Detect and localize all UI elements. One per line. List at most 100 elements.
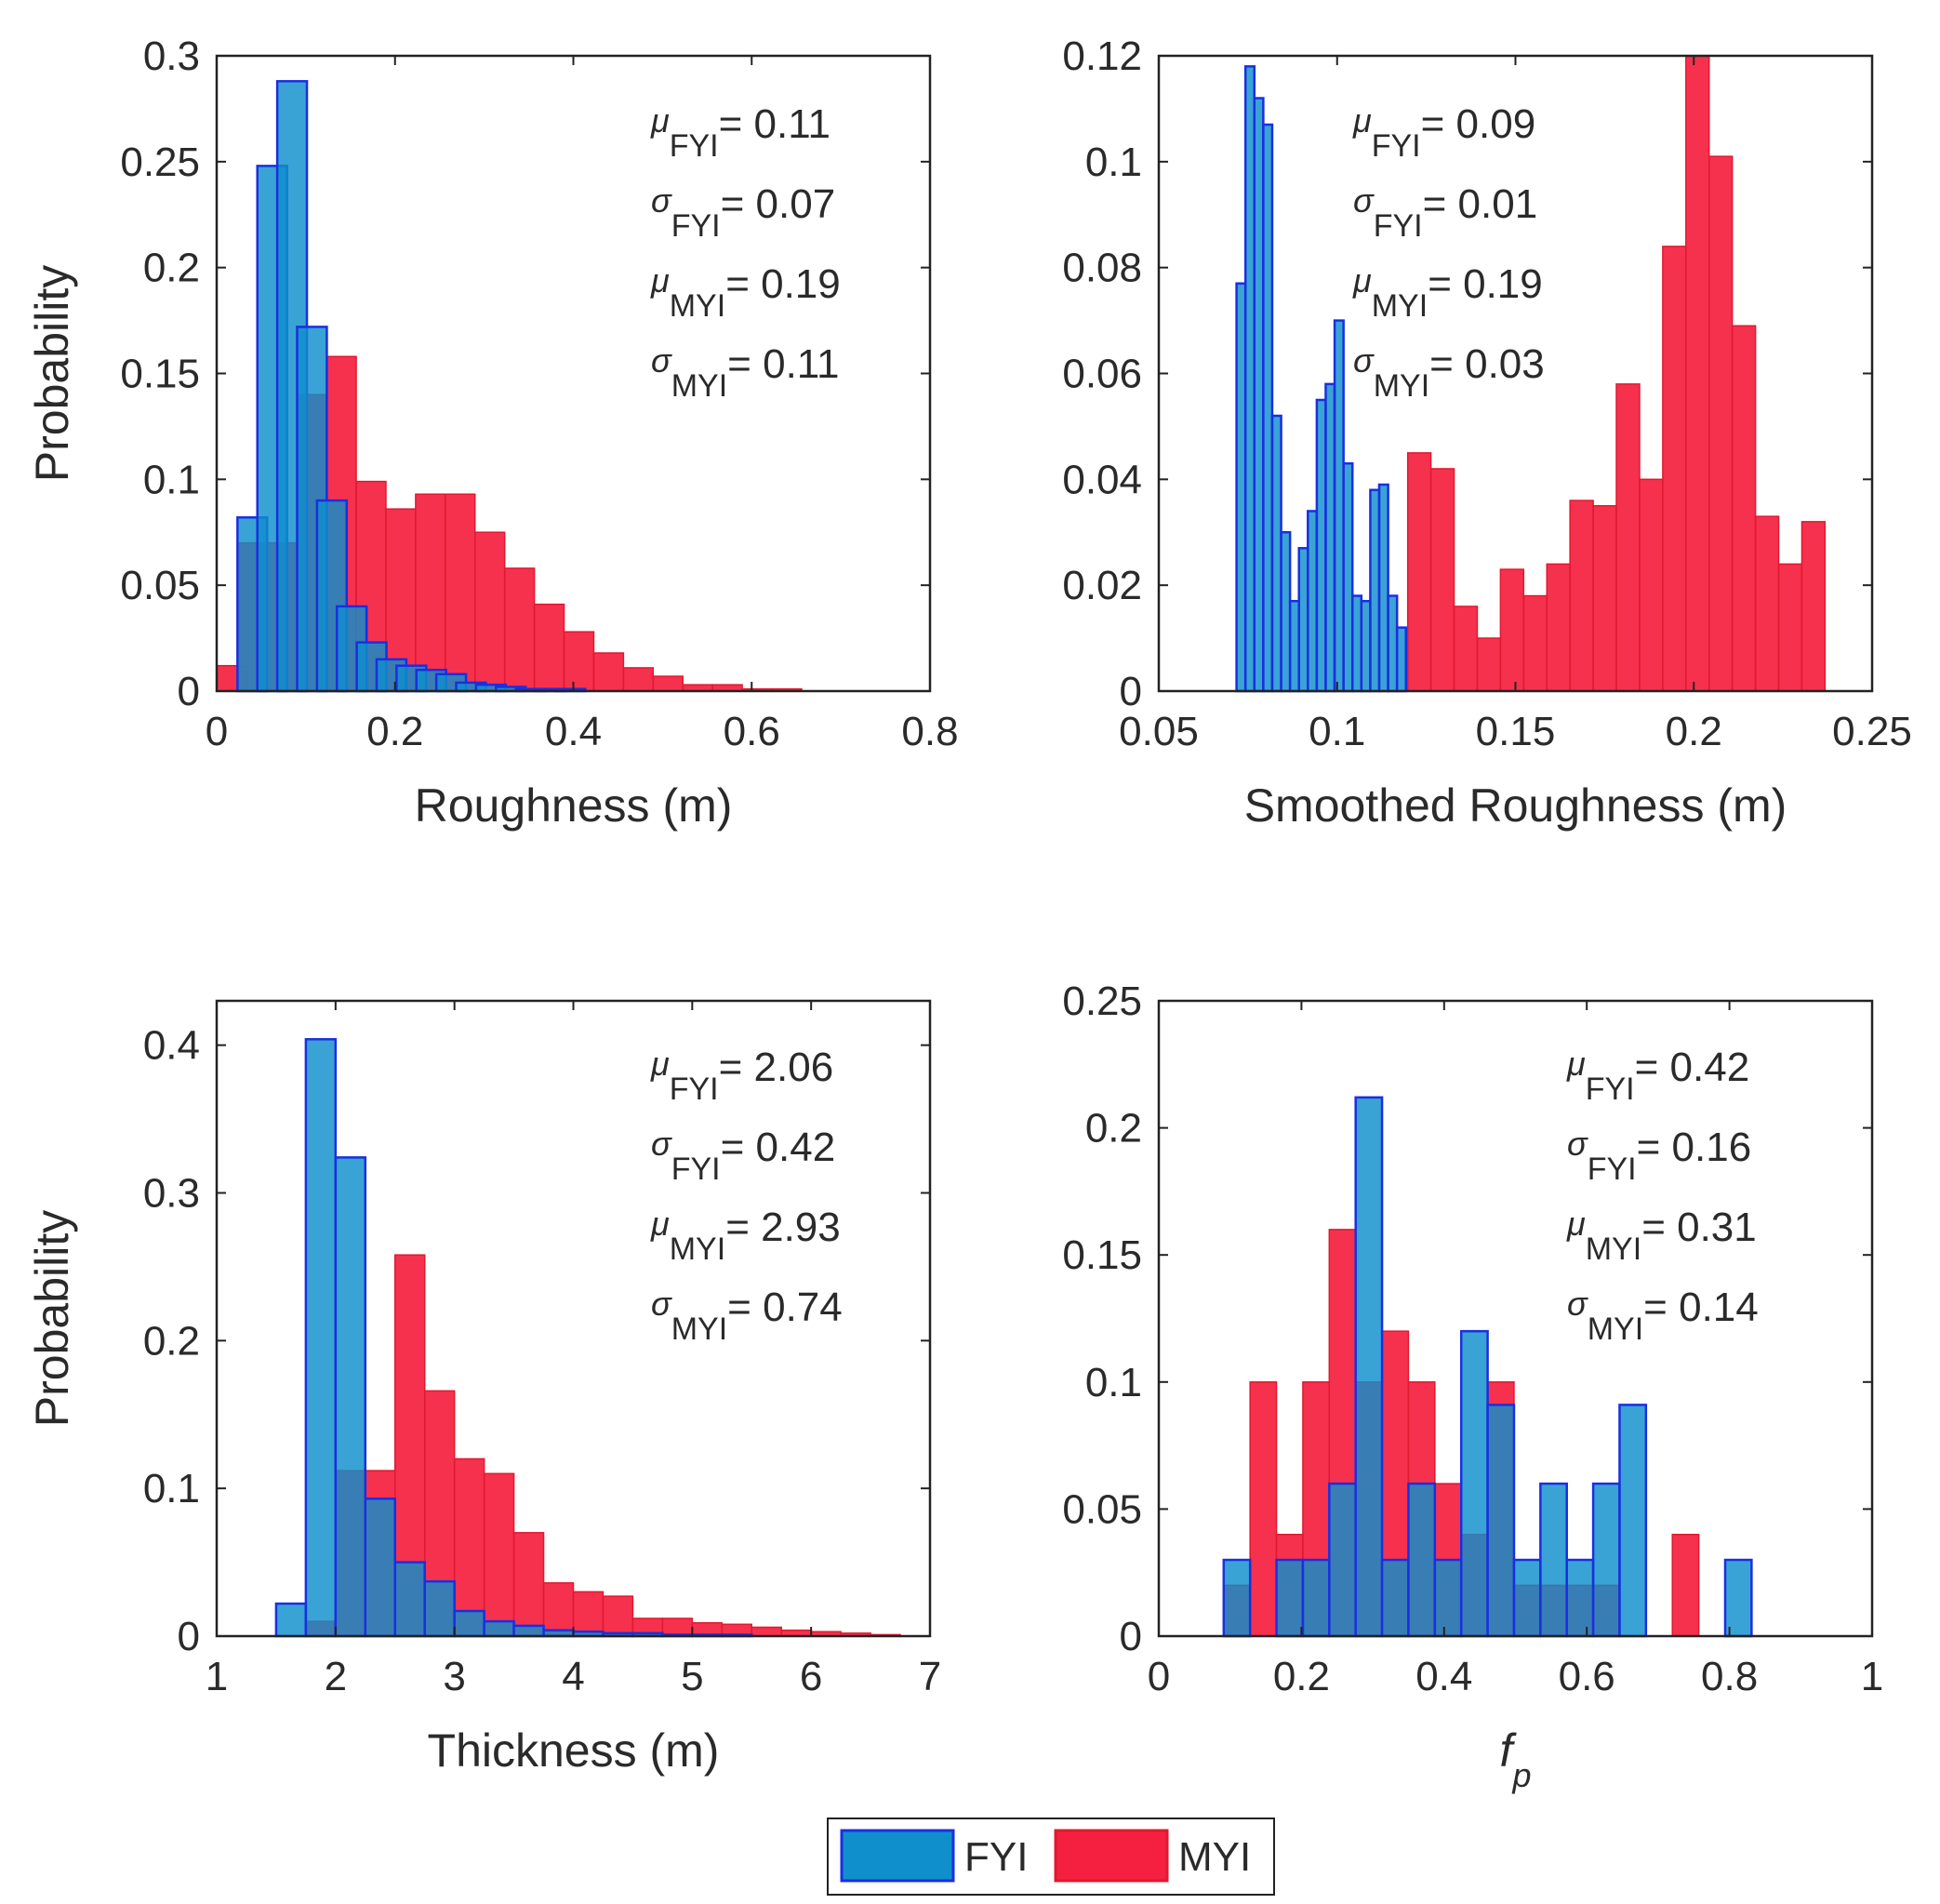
bar-fyi-fp-5 [1354, 1096, 1384, 1638]
bar-myi-roughness-14 [622, 667, 655, 692]
bar-fyi-fp-3 [1301, 1558, 1331, 1638]
y-tick-label: 0.3 [143, 33, 200, 79]
bar-fyi-fp-10 [1486, 1404, 1516, 1638]
legend-label-myi: MYI [1178, 1834, 1251, 1880]
y-tick-label: 0.04 [1062, 457, 1142, 502]
y-tick-label: 0.15 [120, 352, 200, 397]
x-axis-label: fp [1500, 1724, 1532, 1794]
bar-fyi-smoothed-12 [1342, 462, 1354, 693]
y-tick-label: 0.2 [1085, 1106, 1142, 1152]
axes-frame [1157, 999, 1874, 1638]
stat-std-fyi: σFYI= 0.42 [651, 1125, 835, 1187]
y-tick-label: 0.06 [1062, 352, 1142, 397]
bar-myi-smoothed-16 [1777, 563, 1803, 692]
y-axis-label: Probability [26, 1210, 78, 1427]
y-tick-label: 0.12 [1062, 33, 1142, 79]
bar-myi-thickness-11 [602, 1595, 634, 1637]
bar-myi-smoothed-7 [1569, 499, 1594, 692]
x-tick-label: 3 [443, 1654, 465, 1699]
bar-myi-roughness-11 [533, 603, 565, 692]
bar-myi-roughness-10 [503, 567, 536, 692]
bar-fyi-smoothed-6 [1288, 599, 1300, 693]
bar-fyi-smoothed-2 [1253, 97, 1265, 693]
y-tick-label: 0 [178, 1614, 200, 1659]
legend: FYI MYI [827, 1817, 1275, 1896]
bar-myi-smoothed-1 [1429, 468, 1455, 692]
stat-std-myi: σMYI= 0.03 [1353, 341, 1545, 404]
bar-fyi-smoothed-1 [1243, 65, 1256, 693]
bar-myi-smoothed-11 [1662, 246, 1687, 692]
plot-area [1159, 1001, 1872, 1636]
x-tick-label: 2 [325, 1654, 347, 1699]
bar-fyi-smoothed-0 [1235, 282, 1247, 693]
y-tick-label: 0.2 [143, 1318, 200, 1364]
x-tick-label: 1 [1861, 1654, 1883, 1699]
bar-fyi-fp-7 [1407, 1482, 1437, 1638]
bar-fyi-smoothed-9 [1315, 398, 1327, 693]
x-tick-label: 5 [681, 1654, 703, 1699]
bar-myi-smoothed-17 [1800, 521, 1827, 692]
bar-fyi-smoothed-17 [1387, 594, 1399, 693]
x-axis-label: Roughness (m) [415, 779, 733, 832]
bar-fyi-fp-11 [1512, 1558, 1542, 1638]
bar-fyi-thickness-1 [304, 1038, 338, 1638]
legend-swatch-fyi [840, 1829, 955, 1883]
bar-myi-thickness-13 [661, 1618, 694, 1637]
bar-fyi-thickness-6 [453, 1609, 485, 1638]
bar-fyi-fp-12 [1539, 1482, 1568, 1638]
x-tick-label: 0.05 [1119, 709, 1199, 754]
bar-myi-smoothed-8 [1592, 505, 1617, 692]
bar-fyi-smoothed-16 [1377, 483, 1389, 693]
bar-myi-smoothed-12 [1685, 55, 1710, 692]
bar-myi-smoothed-15 [1754, 515, 1780, 692]
bar-fyi-thickness-3 [364, 1498, 397, 1638]
bar-fyi-smoothed-3 [1262, 123, 1274, 693]
bar-fyi-thickness-0 [274, 1602, 308, 1638]
x-tick-label: 0.2 [1666, 709, 1722, 754]
x-axis-label: Thickness (m) [428, 1724, 720, 1777]
panel-smoothed: 0.05 0.1 0.15 0.2 0.25 0 0.02 0.04 0.06 0.08 0.1 0.… [1062, 33, 1911, 832]
stat-mean-myi: μMYI= 0.19 [1352, 261, 1543, 324]
y-tick-label: 0.25 [1062, 979, 1142, 1024]
bar-myi-smoothed-14 [1731, 325, 1757, 692]
bar-fyi-smoothed-18 [1395, 626, 1408, 693]
bar-myi-smoothed-0 [1406, 452, 1432, 692]
stat-mean-fyi: μFYI= 2.06 [650, 1045, 833, 1107]
stat-std-fyi: σFYI= 0.01 [1353, 181, 1537, 244]
panel-roughness: 0 0.2 0.4 0.6 0.8 0 0.05 0.1 0.15 0.2 0.25 0.3 Rough… [26, 33, 959, 832]
bar-fyi-fp-2 [1275, 1558, 1305, 1638]
bar-fyi-fp-19 [1723, 1558, 1753, 1638]
bar-myi-roughness-7 [415, 493, 446, 692]
y-tick-label: 0 [1120, 1614, 1142, 1659]
y-tick-label: 0 [1120, 669, 1142, 714]
bar-fyi-smoothed-4 [1270, 414, 1282, 693]
stat-mean-fyi: μFYI= 0.42 [1566, 1045, 1749, 1107]
bar-fyi-fp-15 [1618, 1404, 1648, 1638]
y-tick-label: 0.4 [143, 1023, 200, 1069]
bar-fyi-fp-9 [1459, 1329, 1489, 1638]
bar-myi-smoothed-13 [1707, 155, 1734, 692]
bar-myi-roughness-8 [445, 493, 476, 692]
bar-myi-smoothed-6 [1546, 563, 1571, 692]
y-tick-label: 0 [178, 669, 200, 714]
y-tick-label: 0.05 [120, 563, 200, 608]
bar-myi-roughness-12 [563, 631, 595, 692]
x-tick-label: 0.2 [1273, 1654, 1330, 1699]
y-tick-label: 0.1 [143, 1466, 200, 1511]
bar-fyi-smoothed-15 [1369, 488, 1381, 693]
y-tick-label: 0.25 [120, 140, 200, 185]
bar-myi-thickness-6 [453, 1458, 485, 1637]
legend-swatch-myi [1054, 1829, 1169, 1883]
bar-fyi-smoothed-8 [1307, 510, 1319, 693]
x-tick-label: 0.6 [724, 709, 780, 754]
stat-std-myi: σMYI= 0.11 [651, 341, 839, 404]
y-tick-label: 0.2 [143, 246, 200, 291]
bar-fyi-smoothed-10 [1324, 382, 1336, 693]
x-tick-label: 0.25 [1832, 709, 1912, 754]
stat-std-fyi: σFYI= 0.07 [651, 181, 835, 244]
y-tick-label: 0.15 [1062, 1232, 1142, 1278]
bar-fyi-fp-6 [1380, 1558, 1410, 1638]
x-tick-label: 0.6 [1559, 1654, 1615, 1699]
x-tick-label: 6 [800, 1654, 822, 1699]
